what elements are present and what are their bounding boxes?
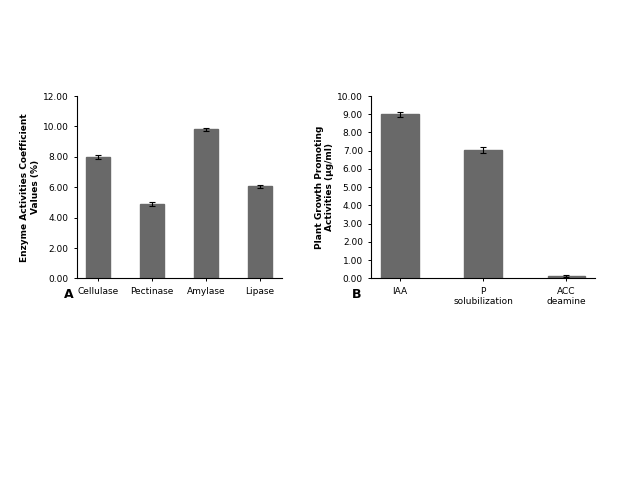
Bar [381,114,419,278]
Text: A: A [64,288,74,300]
Text: B: B [352,288,362,300]
Y-axis label: Plant Growth Promoting
Activities (µg/ml): Plant Growth Promoting Activities (µg/ml… [315,125,334,249]
Bar [465,150,502,278]
Bar [248,186,272,278]
Bar [86,157,110,278]
Bar [140,204,164,278]
Bar [194,130,218,278]
Bar [548,276,585,278]
Y-axis label: Enzyme Activities Coefficient
Values (%): Enzyme Activities Coefficient Values (%) [20,113,40,262]
